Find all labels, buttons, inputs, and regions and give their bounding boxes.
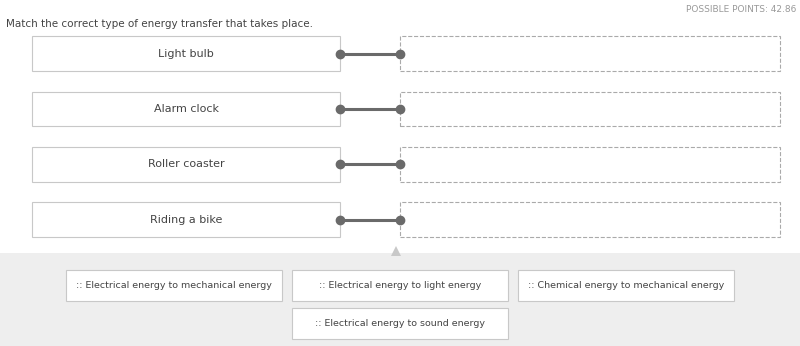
Text: Alarm clock: Alarm clock bbox=[154, 104, 218, 114]
FancyBboxPatch shape bbox=[32, 147, 340, 182]
FancyBboxPatch shape bbox=[32, 36, 340, 71]
FancyBboxPatch shape bbox=[400, 92, 780, 126]
Text: :: Chemical energy to mechanical energy: :: Chemical energy to mechanical energy bbox=[528, 281, 725, 290]
FancyBboxPatch shape bbox=[400, 202, 780, 237]
FancyBboxPatch shape bbox=[292, 308, 508, 339]
Text: :: Electrical energy to mechanical energy: :: Electrical energy to mechanical energ… bbox=[76, 281, 271, 290]
FancyBboxPatch shape bbox=[66, 270, 282, 301]
FancyBboxPatch shape bbox=[32, 202, 340, 237]
FancyBboxPatch shape bbox=[292, 270, 508, 301]
FancyBboxPatch shape bbox=[0, 253, 800, 346]
Text: Match the correct type of energy transfer that takes place.: Match the correct type of energy transfe… bbox=[6, 19, 314, 29]
FancyBboxPatch shape bbox=[400, 147, 780, 182]
Text: :: Electrical energy to sound energy: :: Electrical energy to sound energy bbox=[315, 319, 485, 328]
Text: POSSIBLE POINTS: 42.86: POSSIBLE POINTS: 42.86 bbox=[686, 5, 796, 14]
Text: :: Electrical energy to light energy: :: Electrical energy to light energy bbox=[319, 281, 481, 290]
FancyBboxPatch shape bbox=[518, 270, 734, 301]
FancyBboxPatch shape bbox=[32, 92, 340, 126]
Text: Light bulb: Light bulb bbox=[158, 49, 214, 58]
Text: Roller coaster: Roller coaster bbox=[148, 160, 224, 169]
FancyBboxPatch shape bbox=[400, 36, 780, 71]
Text: Riding a bike: Riding a bike bbox=[150, 215, 222, 225]
